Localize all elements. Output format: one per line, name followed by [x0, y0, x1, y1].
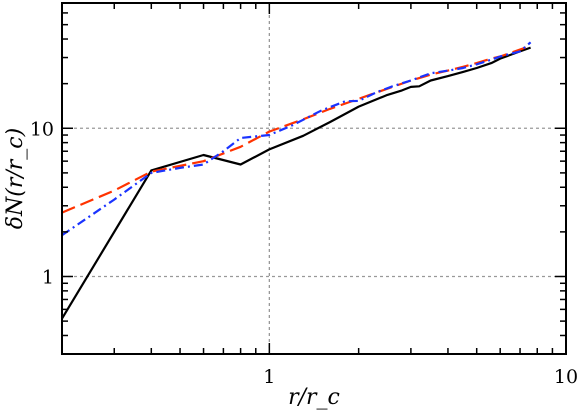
x-tick-label: 1 — [263, 366, 275, 388]
x-tick-label: 10 — [554, 366, 578, 388]
series-line-1 — [61, 46, 531, 320]
series-lines — [61, 41, 532, 320]
series-line-3 — [61, 41, 532, 237]
tick-labels: 1 10 1 10 — [30, 118, 578, 388]
y-tick-label: 1 — [42, 266, 54, 288]
plot-frame — [61, 2, 567, 355]
y-axis-title: δN(r/r_c) — [3, 128, 28, 229]
grid-lines — [62, 3, 566, 354]
x-axis-title: r/r_c — [288, 385, 340, 410]
y-tick-label: 10 — [30, 118, 54, 140]
